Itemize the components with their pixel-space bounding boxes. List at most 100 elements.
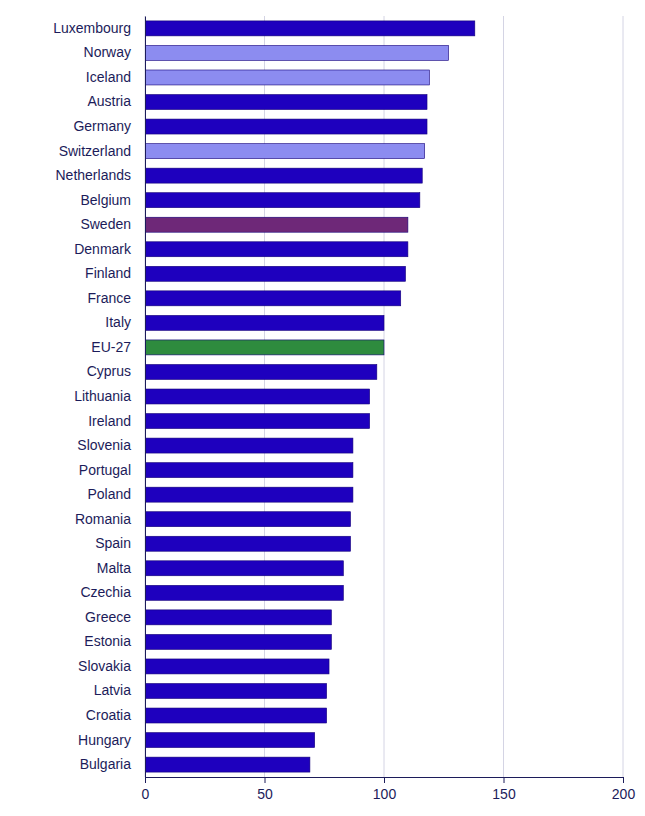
bar: [145, 733, 315, 748]
x-tick-label: 150: [492, 786, 516, 802]
bar: [145, 561, 343, 576]
y-tick-label: Hungary: [78, 732, 131, 748]
y-tick-label: Germany: [73, 118, 131, 134]
y-tick: Malta: [97, 560, 145, 576]
x-tick-mark: [504, 777, 505, 783]
y-tick: Latvia: [94, 682, 145, 698]
bar: [145, 438, 353, 453]
y-tick: Czechia: [80, 584, 145, 600]
y-tick-label: Poland: [87, 486, 131, 502]
y-tick-label: Cyprus: [87, 363, 131, 379]
bar: [145, 463, 353, 478]
x-tick-label: 200: [612, 786, 636, 802]
bar: [145, 684, 327, 699]
y-tick-label: Greece: [85, 609, 131, 625]
bar: [145, 389, 370, 404]
x-tick: 100: [373, 777, 397, 802]
bar: [145, 266, 406, 281]
y-tick: Netherlands: [56, 167, 146, 183]
x-tick: 150: [492, 777, 516, 802]
y-tick-label: Croatia: [86, 707, 131, 723]
grid-line: [503, 16, 504, 777]
bar: [145, 144, 425, 159]
bar: [145, 217, 408, 232]
y-tick-label: Iceland: [86, 69, 131, 85]
x-tick-mark: [623, 777, 624, 783]
y-tick-label: Slovenia: [77, 437, 131, 453]
y-tick: Germany: [73, 118, 145, 134]
grid-line: [145, 16, 146, 777]
bar: [145, 512, 351, 527]
y-tick: Hungary: [78, 732, 145, 748]
bar: [145, 70, 429, 85]
bar: [145, 193, 420, 208]
y-tick-label: Netherlands: [56, 167, 132, 183]
y-tick: Norway: [84, 44, 145, 60]
y-tick: Switzerland: [59, 143, 145, 159]
bar: [145, 634, 331, 649]
y-tick: Luxembourg: [53, 20, 145, 36]
x-tick: 50: [257, 777, 273, 802]
y-tick: Greece: [85, 609, 145, 625]
y-tick-label: Malta: [97, 560, 131, 576]
y-tick: Romania: [75, 511, 145, 527]
y-tick: EU-27: [91, 339, 145, 355]
y-tick-label: Denmark: [74, 241, 132, 257]
y-tick: Poland: [87, 486, 145, 502]
bar: [145, 610, 331, 625]
y-axis-line: [145, 17, 146, 778]
y-tick: Sweden: [80, 216, 145, 232]
y-tick: Portugal: [79, 462, 145, 478]
bar: [145, 168, 422, 183]
bar: [145, 757, 310, 772]
y-tick-label: Ireland: [88, 413, 131, 429]
bar: [145, 364, 377, 379]
y-tick-label: France: [87, 290, 131, 306]
bar: [145, 708, 327, 723]
grid-line: [623, 16, 624, 777]
y-tick: Belgium: [80, 192, 145, 208]
x-tick-mark: [145, 777, 146, 783]
bar: [145, 315, 384, 330]
x-tick-label: 50: [257, 786, 273, 802]
y-tick-label: EU-27: [91, 339, 131, 355]
x-tick-label: 0: [142, 786, 150, 802]
x-tick: 0: [142, 777, 150, 802]
y-tick: Bulgaria: [80, 756, 145, 772]
y-tick: Austria: [87, 93, 145, 109]
y-tick: Slovenia: [77, 437, 145, 453]
y-tick-label: Slovakia: [78, 658, 131, 674]
chart: 0 50 100 150 200 Luxembourg Norway Iceland Austr…: [0, 0, 645, 816]
y-tick-label: Bulgaria: [80, 756, 132, 772]
bar: [145, 119, 427, 134]
y-tick: Iceland: [86, 69, 145, 85]
bar: [145, 487, 353, 502]
y-tick-label: Belgium: [80, 192, 131, 208]
y-tick-label: Romania: [75, 511, 131, 527]
x-tick: 200: [612, 777, 636, 802]
y-tick-label: Portugal: [79, 462, 131, 478]
plot: 0 50 100 150 200 Luxembourg Norway Iceland Austr…: [53, 16, 635, 802]
y-tick-label: Estonia: [84, 633, 131, 649]
y-tick-label: Spain: [95, 535, 131, 551]
y-axis: Luxembourg Norway Iceland Austria Germany Swi…: [53, 17, 145, 778]
bar: [145, 45, 449, 60]
y-tick: Croatia: [86, 707, 145, 723]
y-tick: France: [87, 290, 145, 306]
y-tick-label: Finland: [85, 265, 131, 281]
bar: [145, 659, 329, 674]
bar: [145, 21, 475, 36]
y-tick-label: Austria: [87, 93, 131, 109]
bar: [145, 414, 370, 429]
bars: [145, 21, 475, 772]
grid: [145, 16, 623, 777]
y-tick: Italy: [105, 314, 145, 330]
y-tick: Spain: [95, 535, 145, 551]
y-tick-label: Lithuania: [74, 388, 131, 404]
bar: [145, 95, 427, 110]
x-tick-mark: [265, 777, 266, 783]
y-tick-label: Sweden: [80, 216, 131, 232]
x-axis: 0 50 100 150 200: [142, 777, 636, 802]
y-tick: Lithuania: [74, 388, 145, 404]
y-tick-label: Norway: [84, 44, 131, 60]
